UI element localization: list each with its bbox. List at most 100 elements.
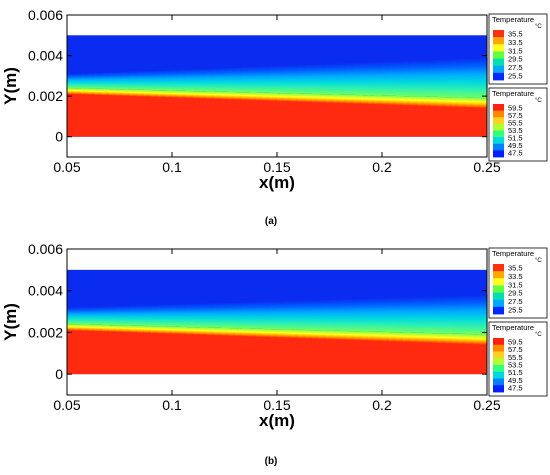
upper-transition-strip xyxy=(347,62,355,95)
upper-transition-strip xyxy=(459,295,467,334)
lower-transition-strip xyxy=(123,89,131,97)
upper-transition-strip xyxy=(221,302,229,328)
lower-transition-strip xyxy=(368,331,376,341)
legend-swatch xyxy=(493,30,504,38)
legend-hot: Temperature°C 59.557.555.553.551.549.547.… xyxy=(488,321,548,397)
legend-title: Temperature xyxy=(492,323,534,332)
x-tick-label: 0.25 xyxy=(473,159,500,175)
legend-label: 55.5 xyxy=(508,119,523,128)
lower-transition-strip xyxy=(340,330,348,340)
legend-swatch xyxy=(493,37,504,45)
upper-transition-strip xyxy=(130,71,138,90)
legend-swatch xyxy=(493,351,504,359)
legend-label: 57.5 xyxy=(508,111,523,120)
lower-transition-strip xyxy=(312,94,320,103)
upper-transition-strip xyxy=(249,66,257,93)
lower-transition-strip xyxy=(368,95,376,105)
lower-transition-strip xyxy=(431,96,439,107)
lower-transition-strip xyxy=(151,90,159,98)
legend-swatch xyxy=(493,285,504,293)
x-axis-label: x(m) xyxy=(259,411,295,430)
upper-transition-strip xyxy=(221,67,229,92)
upper-transition-strip xyxy=(263,66,271,93)
upper-transition-strip xyxy=(179,69,187,91)
upper-transition-strip xyxy=(256,66,264,93)
legend-swatch xyxy=(493,264,504,272)
upper-transition-strip xyxy=(200,68,208,92)
upper-transition-strip xyxy=(81,306,89,325)
lower-transition-strip xyxy=(326,330,334,340)
upper-transition-strip xyxy=(95,72,103,89)
legend-label: 27.5 xyxy=(508,63,523,72)
lower-transition-strip xyxy=(403,332,411,343)
lower-transition-strip xyxy=(480,98,488,109)
legend-unit: °C xyxy=(535,332,542,338)
lower-transition-strip xyxy=(473,334,481,345)
upper-transition-strip xyxy=(242,66,250,93)
lower-transition-strip xyxy=(95,88,103,96)
upper-transition-strip xyxy=(242,302,250,329)
upper-transition-strip xyxy=(389,297,397,333)
x-tick-label: 0.1 xyxy=(162,397,182,413)
upper-transition-strip xyxy=(480,294,488,335)
upper-transition-strip xyxy=(277,301,285,330)
legend-label: 31.5 xyxy=(508,280,523,289)
upper-transition-strip xyxy=(361,298,369,332)
lower-transition-strip xyxy=(235,92,243,100)
legend-label: 51.5 xyxy=(508,134,523,143)
legend-unit: °C xyxy=(535,98,542,104)
upper-transition-strip xyxy=(179,303,187,327)
lower-transition-strip xyxy=(158,90,166,98)
upper-transition-strip xyxy=(403,297,411,333)
legend-swatch xyxy=(493,378,504,386)
lower-transition-strip xyxy=(361,331,369,341)
lower-transition-strip xyxy=(235,328,243,337)
upper-transition-strip xyxy=(67,73,75,89)
legend-swatch xyxy=(493,338,504,346)
legend-label: 55.5 xyxy=(508,353,523,362)
upper-transition-strip xyxy=(291,300,299,330)
legend-cold: Temperature°C 35.533.531.529.527.525.5 xyxy=(488,13,548,85)
y-tick-label: 0 xyxy=(55,366,63,382)
lower-transition-strip xyxy=(88,88,96,95)
x-tick-label: 0.15 xyxy=(263,159,290,175)
upper-transition-strip xyxy=(123,71,131,90)
lower-transition-strip xyxy=(298,329,306,339)
legend-label: 35.5 xyxy=(508,30,523,39)
upper-transition-strip xyxy=(74,73,82,89)
legend-label: 35.5 xyxy=(508,264,523,273)
upper-transition-strip xyxy=(228,302,236,329)
upper-transition-strip xyxy=(256,301,264,329)
legend-swatch xyxy=(493,58,504,67)
lower-transition-strip xyxy=(123,325,131,333)
lower-transition-strip xyxy=(116,325,124,333)
legend-unit: °C xyxy=(535,258,542,264)
lower-transition-strip xyxy=(396,332,404,342)
lower-transition-strip xyxy=(109,325,117,332)
legend-hot: Temperature°C 59.557.555.553.551.549.547.… xyxy=(488,87,548,162)
legend-swatch xyxy=(493,72,504,81)
upper-transition-strip xyxy=(186,303,194,328)
lower-transition-strip xyxy=(424,333,432,343)
lower-transition-strip xyxy=(256,328,264,338)
upper-transition-strip xyxy=(333,299,341,331)
lower-transition-strip xyxy=(291,329,299,339)
upper-transition-strip xyxy=(431,59,439,97)
upper-transition-strip xyxy=(298,300,306,330)
lower-transition-strip xyxy=(200,91,208,99)
legend-title: Temperature xyxy=(492,89,534,98)
y-tick-label: 0.006 xyxy=(28,7,63,23)
upper-transition-strip xyxy=(137,305,145,326)
lower-transition-strip xyxy=(81,324,89,331)
upper-transition-strip xyxy=(158,70,166,91)
upper-transition-strip xyxy=(319,299,327,331)
lower-transition-strip xyxy=(410,332,418,343)
upper-transition-strip xyxy=(382,61,390,96)
legend-swatch xyxy=(493,365,504,373)
upper-transition-strip xyxy=(151,70,159,91)
upper-transition-strip xyxy=(172,69,180,91)
lower-transition-strip xyxy=(361,95,369,105)
lower-transition-strip xyxy=(326,94,334,103)
lower-transition-strip xyxy=(459,333,467,345)
